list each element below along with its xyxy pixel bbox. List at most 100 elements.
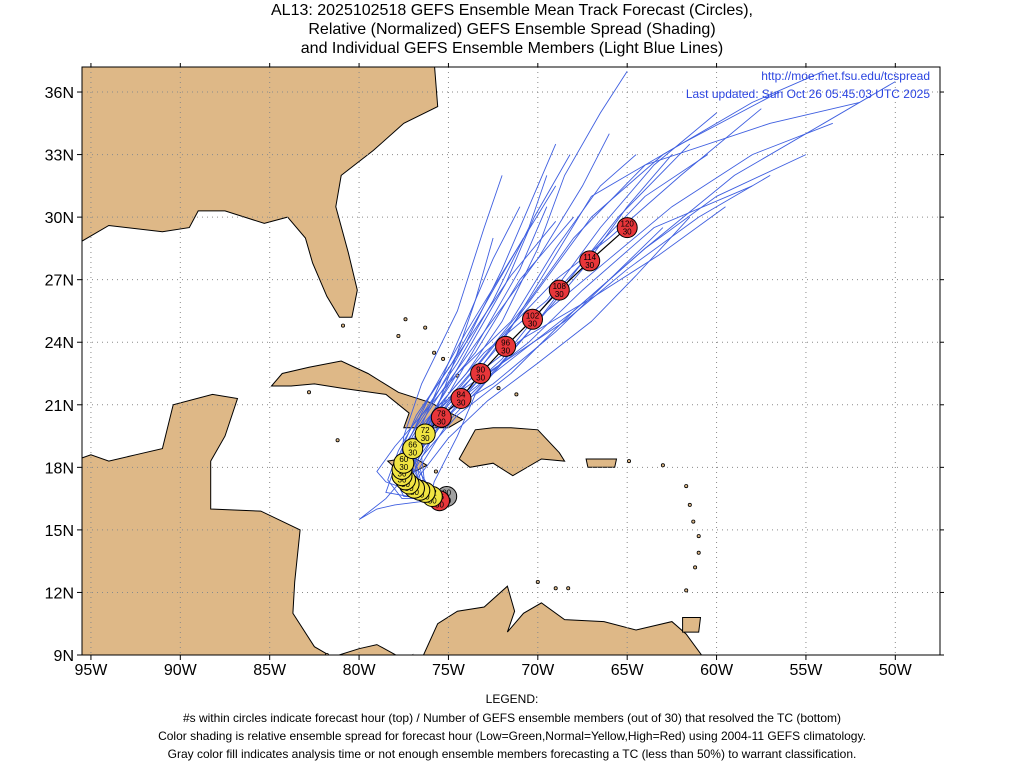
small-island <box>514 392 519 397</box>
forecast-hour-label: 114 <box>583 253 596 262</box>
north-america-land <box>82 67 439 318</box>
lat-tick-label: 24N <box>45 335 74 352</box>
member-count-label: 30 <box>476 374 485 383</box>
member-count-label: 30 <box>623 228 632 237</box>
puerto-rico-land <box>585 458 618 468</box>
trinidad-land <box>682 617 702 633</box>
member-count-label: 30 <box>398 469 407 478</box>
last-updated-text: Last updated: Sun Oct 26 05:45:03 UTC 20… <box>685 87 930 101</box>
land-layer <box>82 67 703 655</box>
lat-tick-label: 33N <box>45 148 74 165</box>
member-count-label: 30 <box>421 434 430 443</box>
site-url-link[interactable]: http://moe.met.fsu.edu/tcspread <box>761 69 930 83</box>
small-island <box>627 459 632 464</box>
lon-tick-label: 85W <box>253 662 287 679</box>
small-island <box>496 386 501 391</box>
member-count-label: 30 <box>457 399 466 408</box>
member-count-label: 30 <box>435 501 444 510</box>
legend-line-2: Color shading is relative ensemble sprea… <box>158 729 866 743</box>
title-line-2: Relative (Normalized) GEFS Ensemble Spre… <box>308 21 716 38</box>
mean-track-circles: 0030063012301830243030303630423048305430… <box>391 217 638 512</box>
small-island <box>423 325 428 330</box>
track-circle <box>470 363 492 384</box>
forecast-hour-label: 108 <box>553 282 567 291</box>
small-island <box>403 317 408 322</box>
lon-tick-label: 75W <box>432 662 466 679</box>
track-circle <box>414 423 436 445</box>
member-count-label: 30 <box>528 319 537 328</box>
track-circle <box>402 438 424 460</box>
small-island <box>432 350 437 355</box>
small-island <box>340 323 345 328</box>
forecast-hour-label: 00 <box>442 489 451 498</box>
title-line-3: and Individual GEFS Ensemble Members (Li… <box>300 40 724 57</box>
cuba-land <box>270 360 464 429</box>
member-count-label: 30 <box>408 449 417 458</box>
small-island <box>433 469 438 474</box>
lat-tick-label: 12N <box>45 585 74 602</box>
central-america-land <box>82 393 414 655</box>
lon-tick-label: 70W <box>521 662 555 679</box>
forecast-hour-label: 66 <box>408 441 417 450</box>
axis-ticks: 95W 90W 85W 80W 75W 70W 65W 60W 55W 50W 9N 12N 15N 18… <box>45 63 944 679</box>
small-island <box>441 356 446 361</box>
member-count-label: 30 <box>428 497 437 506</box>
legend-line-3: Gray color fill indicates analysis time … <box>167 747 857 761</box>
track-circle <box>579 250 601 272</box>
small-island <box>696 550 701 555</box>
small-island <box>566 586 571 591</box>
legend-line-1: #s within circles indicate forecast hour… <box>182 711 842 725</box>
lat-tick-label: 15N <box>45 523 74 540</box>
member-count-label: 30 <box>501 346 510 355</box>
member-count-label: 30 <box>399 463 408 472</box>
track-circle <box>430 406 452 428</box>
ensemble-member-track <box>421 81 896 499</box>
small-island <box>306 390 311 395</box>
ensemble-member-track <box>385 175 548 500</box>
lon-tick-label: 60W <box>700 662 734 679</box>
forecast-hour-label: 72 <box>421 426 430 435</box>
lon-tick-label: 80W <box>343 662 377 679</box>
small-island <box>335 438 340 443</box>
graticule <box>82 67 940 655</box>
small-island <box>684 588 689 593</box>
forecast-hour-label: 84 <box>457 391 466 400</box>
small-island <box>660 463 665 468</box>
lat-tick-label: 30N <box>45 210 74 227</box>
small-island <box>684 484 689 489</box>
small-island <box>691 519 696 524</box>
forecast-hour-label: 96 <box>501 338 510 347</box>
lon-tick-label: 65W <box>611 662 645 679</box>
lon-tick-label: 95W <box>74 662 108 679</box>
forecast-hour-label: 90 <box>476 366 485 375</box>
member-count-label: 30 <box>437 417 446 426</box>
small-island <box>396 333 401 338</box>
lat-tick-label: 21N <box>45 398 74 415</box>
forecast-hour-label: 60 <box>399 455 408 464</box>
lon-tick-label: 55W <box>789 662 823 679</box>
small-island <box>693 565 698 570</box>
small-island <box>687 502 692 507</box>
track-circle <box>495 335 517 357</box>
lat-tick-label: 36N <box>45 85 74 102</box>
track-circle <box>548 279 570 301</box>
lon-tick-label: 50W <box>879 662 913 679</box>
title-line-1: AL13: 2025102518 GEFS Ensemble Mean Trac… <box>271 2 753 19</box>
forecast-hour-label: 120 <box>621 220 635 229</box>
track-circle <box>616 217 638 239</box>
lat-tick-label: 18N <box>45 460 74 477</box>
legend-heading: LEGEND: <box>485 692 539 706</box>
forecast-hour-label: 102 <box>526 311 540 320</box>
ensemble-member-track <box>387 221 557 500</box>
hispaniola-land <box>458 427 566 477</box>
